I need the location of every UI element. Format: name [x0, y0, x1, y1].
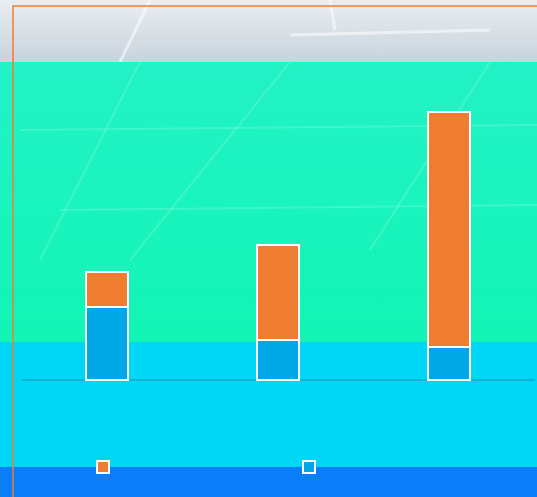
bar-segment	[256, 244, 300, 341]
legend-marker	[96, 460, 110, 474]
frame	[12, 5, 537, 497]
bar-segment	[85, 271, 129, 308]
bar-segment	[427, 111, 471, 348]
background-band	[0, 467, 537, 497]
panel-lines	[118, 0, 491, 63]
bar-segment	[427, 346, 471, 381]
bar-segment	[85, 306, 129, 381]
legend-marker	[302, 460, 316, 474]
bar-segment	[256, 339, 300, 381]
